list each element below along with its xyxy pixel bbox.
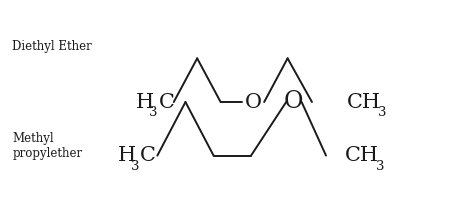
Text: Methyl
propylether: Methyl propylether bbox=[12, 132, 82, 160]
Text: C: C bbox=[159, 92, 174, 112]
Text: O: O bbox=[245, 92, 262, 112]
Text: 3: 3 bbox=[131, 160, 139, 173]
Text: CH: CH bbox=[345, 146, 379, 165]
Text: C: C bbox=[140, 146, 156, 165]
Text: 3: 3 bbox=[378, 106, 386, 119]
Text: 3: 3 bbox=[376, 160, 384, 173]
Text: 3: 3 bbox=[149, 106, 158, 119]
Text: O: O bbox=[283, 91, 303, 113]
Text: CH: CH bbox=[347, 92, 381, 112]
Text: Diethyl Ether: Diethyl Ether bbox=[12, 40, 92, 53]
Text: H: H bbox=[137, 92, 155, 112]
Text: H: H bbox=[118, 146, 136, 165]
